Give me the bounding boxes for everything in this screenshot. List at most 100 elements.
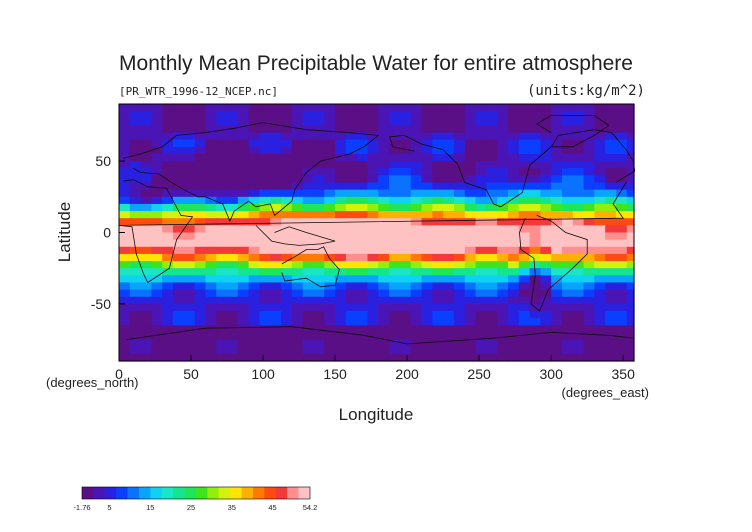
heatmap-cell bbox=[356, 118, 369, 127]
heatmap-cell bbox=[173, 332, 185, 341]
heatmap-cell bbox=[162, 239, 174, 248]
heatmap-cell bbox=[432, 311, 444, 319]
heatmap-cell bbox=[367, 211, 379, 219]
heatmap-cell bbox=[259, 196, 271, 205]
heatmap-cell bbox=[453, 218, 466, 226]
heatmap-cell bbox=[302, 125, 315, 134]
heatmap-cell bbox=[399, 232, 412, 241]
coastline-path bbox=[389, 129, 636, 208]
heatmap-cell bbox=[119, 211, 131, 219]
heatmap-cell bbox=[248, 132, 261, 141]
heatmap-cell bbox=[529, 139, 541, 148]
heatmap-cell bbox=[119, 203, 131, 212]
heatmap-cell bbox=[324, 182, 336, 191]
heatmap-cell bbox=[356, 211, 369, 219]
heatmap-cell bbox=[162, 132, 174, 141]
heatmap-cell bbox=[421, 318, 433, 326]
heatmap-cell bbox=[626, 268, 635, 276]
heatmap-cell bbox=[464, 303, 477, 312]
heatmap-cell bbox=[561, 332, 574, 341]
heatmap-cell bbox=[518, 182, 531, 191]
heatmap-cell bbox=[410, 168, 423, 176]
heatmap-cell bbox=[302, 225, 315, 234]
heatmap-cell bbox=[605, 218, 617, 226]
heatmap-cell bbox=[183, 303, 196, 312]
heatmap-cell bbox=[410, 104, 423, 112]
heatmap-cell bbox=[475, 132, 487, 141]
heatmap-cell bbox=[302, 246, 315, 255]
heatmap-cell bbox=[518, 246, 531, 255]
heatmap-cell bbox=[529, 203, 541, 212]
heatmap-cell bbox=[183, 346, 196, 355]
heatmap-cell bbox=[464, 268, 477, 276]
heatmap-cell bbox=[248, 161, 261, 169]
heatmap-cell bbox=[248, 311, 261, 319]
heatmap-cell bbox=[356, 168, 369, 176]
heatmap-cell bbox=[248, 189, 261, 198]
heatmap-cell bbox=[529, 261, 541, 269]
heatmap-cell bbox=[324, 275, 336, 284]
heatmap-cell bbox=[518, 225, 531, 234]
heatmap-cell bbox=[140, 161, 153, 169]
heatmap-cell bbox=[248, 218, 261, 226]
heatmap-cell bbox=[173, 311, 185, 319]
heatmap-cell bbox=[529, 325, 541, 334]
heatmap-cell bbox=[486, 118, 498, 127]
heatmap-cell bbox=[248, 346, 261, 355]
heatmap-cell bbox=[594, 253, 606, 262]
coastline-path bbox=[123, 122, 380, 223]
coastline-path bbox=[536, 115, 610, 148]
heatmap-cell bbox=[345, 346, 358, 355]
heatmap-cell bbox=[389, 311, 401, 319]
heatmap-cell bbox=[194, 189, 207, 198]
heatmap-cell bbox=[313, 139, 325, 148]
heatmap-cell bbox=[421, 289, 433, 298]
heatmap-cell bbox=[572, 261, 585, 269]
heatmap-cell bbox=[151, 282, 163, 291]
heatmap-cell bbox=[378, 303, 390, 312]
heatmap-cell bbox=[345, 318, 358, 326]
heatmap-cell bbox=[464, 225, 477, 234]
heatmap-cell bbox=[453, 346, 466, 355]
heatmap-cell bbox=[540, 153, 552, 162]
heatmap-cell bbox=[237, 146, 250, 155]
heatmap-cell bbox=[410, 246, 423, 255]
heatmap-cell bbox=[583, 275, 595, 284]
heatmap-cell bbox=[302, 318, 315, 326]
heatmap-cell bbox=[367, 232, 379, 241]
heatmap-cell bbox=[443, 311, 455, 319]
heatmap-cell bbox=[237, 339, 250, 348]
heatmap-cell bbox=[518, 132, 531, 141]
heatmap-cell bbox=[183, 196, 196, 205]
heatmap-cell bbox=[291, 146, 304, 155]
heatmap-cell bbox=[378, 125, 390, 134]
heatmap-cell bbox=[140, 303, 153, 312]
heatmap-cell bbox=[356, 153, 369, 162]
heatmap-cell bbox=[497, 161, 509, 169]
heatmap-cell bbox=[237, 196, 250, 205]
heatmap-cell bbox=[183, 232, 196, 241]
heatmap-cell bbox=[497, 332, 509, 341]
heatmap-cell bbox=[324, 346, 336, 355]
heatmap-cell bbox=[335, 246, 347, 255]
heatmap-cell bbox=[313, 218, 325, 226]
heatmap-cell bbox=[194, 346, 207, 355]
heatmap-cell bbox=[561, 196, 574, 205]
heatmap-cell bbox=[410, 146, 423, 155]
heatmap-cell bbox=[151, 232, 163, 241]
heatmap-cell bbox=[302, 104, 315, 112]
heatmap-cell bbox=[432, 253, 444, 262]
heatmap-cell bbox=[540, 196, 552, 205]
heatmap-cell bbox=[140, 111, 153, 119]
colorbar-swatch bbox=[230, 487, 242, 499]
heatmap-cell bbox=[162, 296, 174, 305]
heatmap-cell bbox=[399, 175, 412, 184]
heatmap-cell bbox=[270, 275, 282, 284]
heatmap-cell bbox=[291, 111, 304, 119]
heatmap-cell bbox=[507, 311, 520, 319]
heatmap-cell bbox=[129, 339, 142, 348]
heatmap-cell bbox=[151, 196, 163, 205]
heatmap-cell bbox=[259, 239, 271, 248]
heatmap-cell bbox=[432, 346, 444, 355]
heatmap-cell bbox=[486, 218, 498, 226]
